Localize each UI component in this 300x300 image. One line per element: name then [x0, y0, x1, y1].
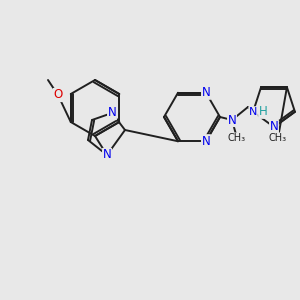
- Text: CH₃: CH₃: [228, 133, 246, 143]
- Text: N: N: [270, 121, 278, 134]
- Text: N: N: [202, 86, 210, 99]
- Text: CH₃: CH₃: [269, 133, 287, 143]
- Text: N: N: [249, 107, 257, 117]
- Text: O: O: [53, 88, 63, 101]
- Text: N: N: [108, 106, 116, 119]
- Text: N: N: [202, 135, 210, 148]
- Text: N: N: [228, 113, 236, 127]
- Text: H: H: [259, 105, 268, 118]
- Text: N: N: [103, 148, 111, 161]
